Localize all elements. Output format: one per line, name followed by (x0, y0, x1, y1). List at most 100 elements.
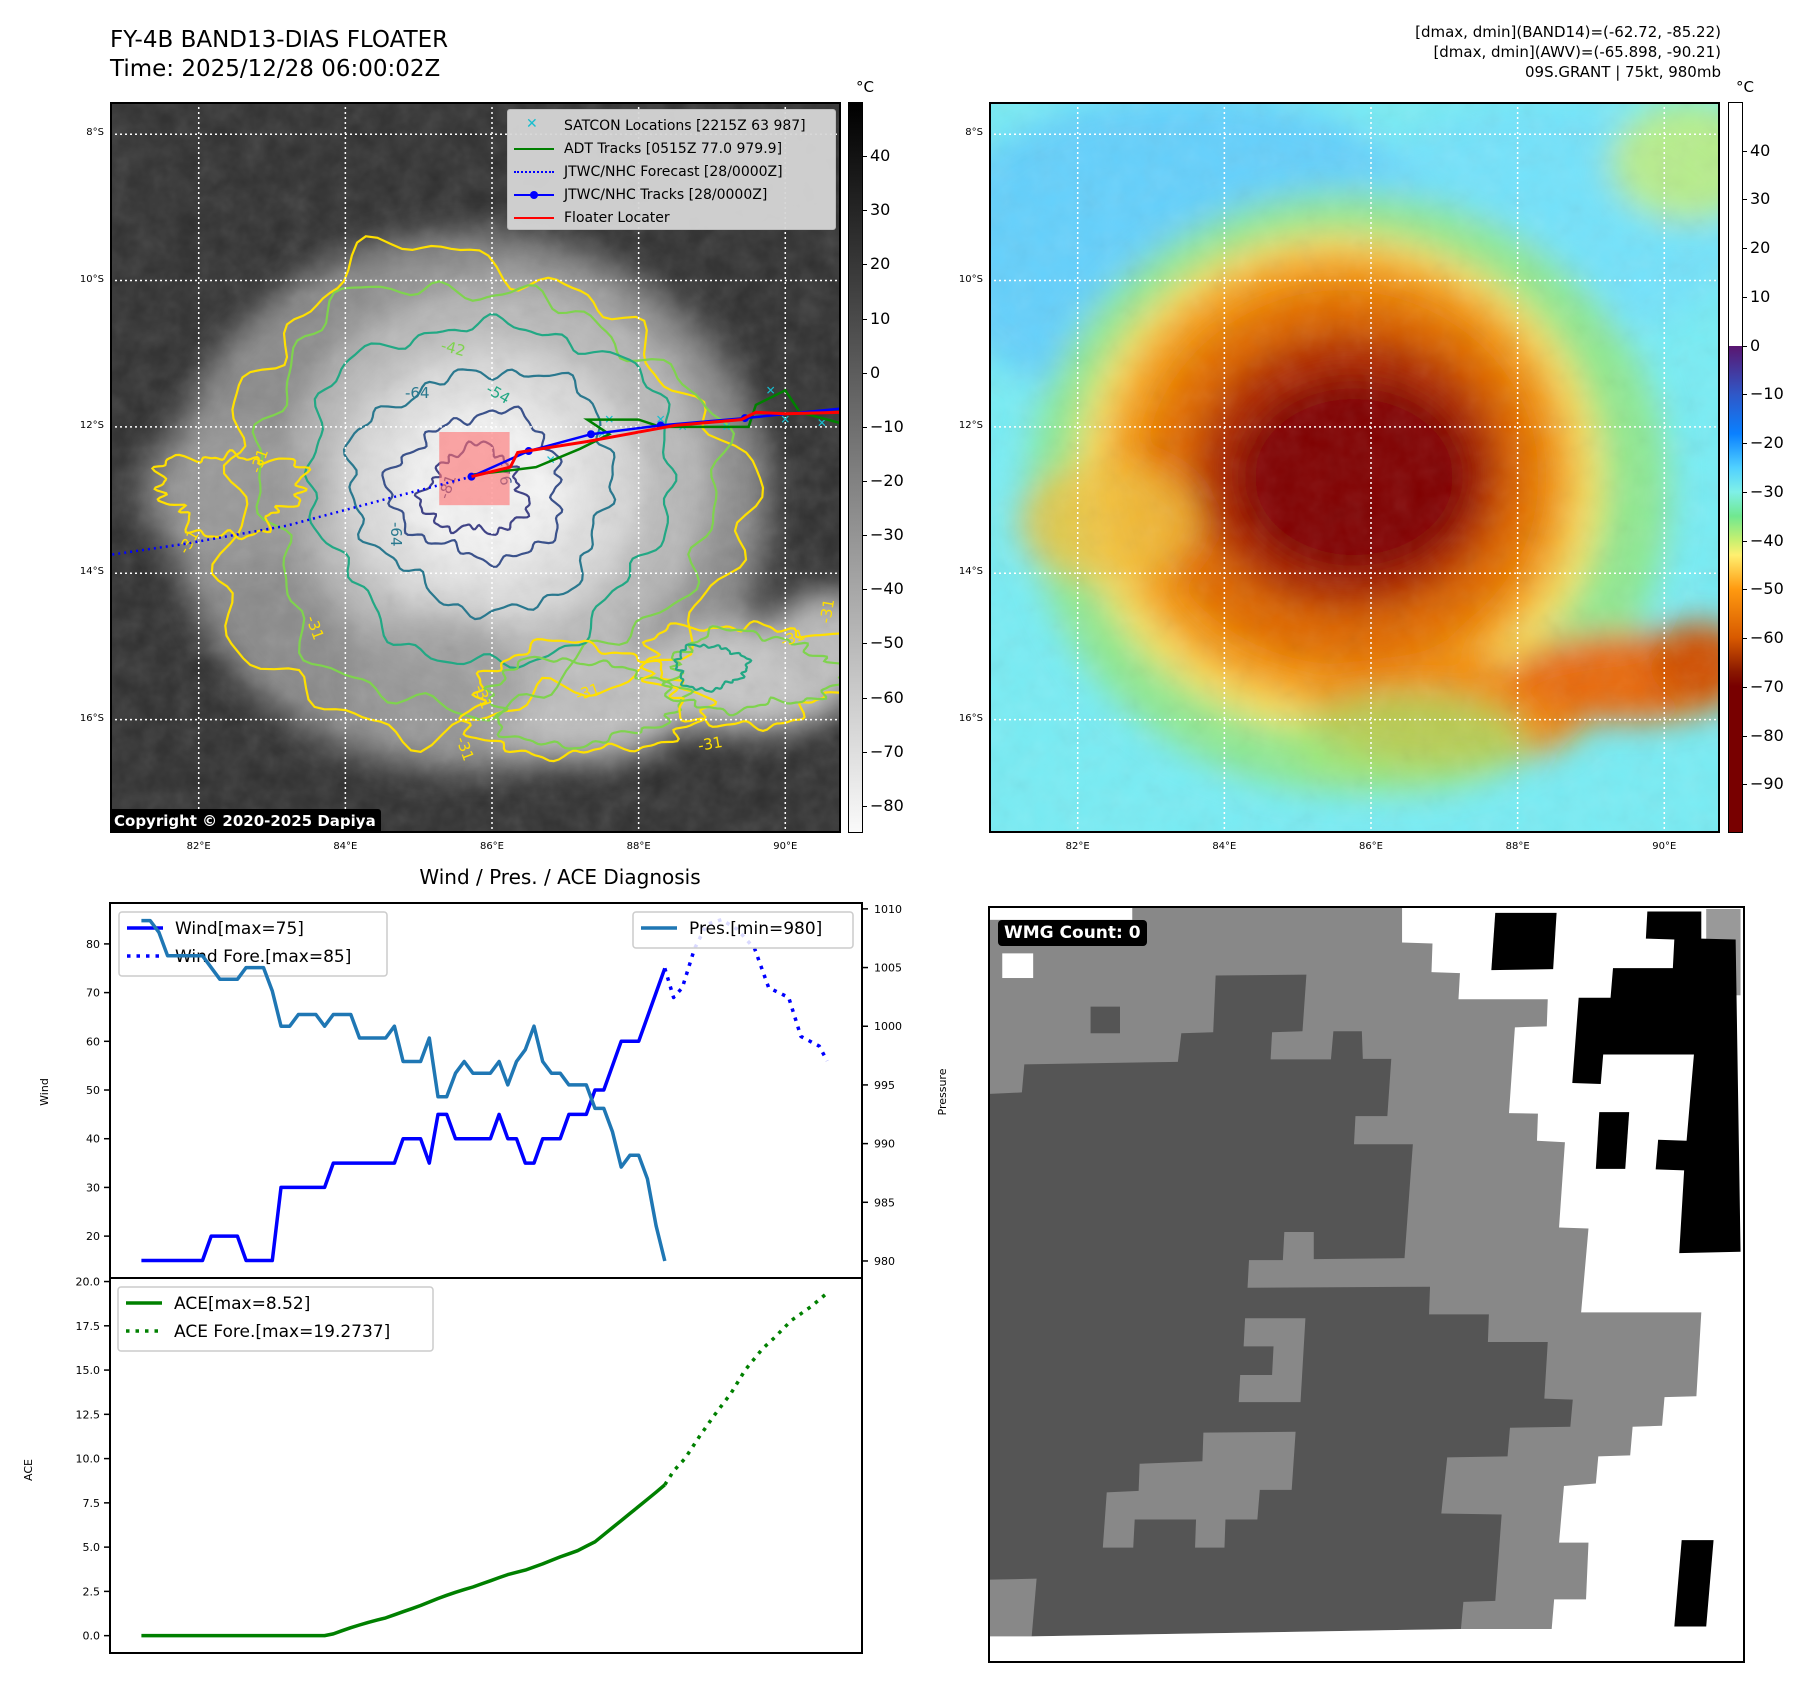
legend-box (117, 1286, 434, 1352)
ir-colorbar-unit: °C (856, 78, 874, 96)
map-legend: ✕ SATCON Locations [2215Z 63 987] ADT Trac… (507, 109, 836, 230)
wmg-white-strip (990, 908, 1133, 920)
lat-tick-label: 10°S (79, 273, 104, 285)
colorbar-tick (1743, 296, 1747, 298)
contour--54 (303, 313, 678, 670)
colorbar-tick-label: −40 (870, 579, 904, 599)
contour--31 (210, 235, 765, 753)
x-marker-icon: ✕ (526, 115, 538, 132)
wmg-gray-notch (1238, 1318, 1306, 1403)
lat-tick-label: 12°S (958, 419, 983, 431)
contour--31 (458, 637, 718, 763)
colorbar-tick-label: −10 (870, 416, 904, 436)
lon-tick-label: 90°E (773, 841, 798, 852)
ace-axes-frame (109, 1277, 863, 1654)
contour--42 (482, 655, 695, 750)
lat-tick-label: 12°S (79, 419, 104, 431)
wmg-black-cell (1491, 912, 1557, 971)
legend-label: Floater Locater (564, 209, 670, 226)
legend-box (632, 911, 854, 949)
colorbar-tick (1743, 345, 1747, 347)
wmg-white-cell (1002, 953, 1034, 979)
pressure-axis-label: Pressure (936, 1068, 949, 1115)
satcon-marker: ✕ (766, 383, 776, 397)
colorbar-tick-label: 30 (870, 200, 891, 220)
title-line-1: FY-4B BAND13-DIAS FLOATER (110, 27, 449, 53)
lon-tick-label: 86°E (479, 841, 504, 852)
colorbar-tick (863, 372, 867, 374)
colorbar-tick-label: 40 (1750, 140, 1771, 160)
y2-tick-label: 985 (874, 1196, 895, 1209)
y-tick-label: 12.5 (76, 1408, 101, 1421)
colorbar-tick-label: −30 (870, 525, 904, 545)
colorbar-tick (1743, 686, 1747, 688)
contour--31 (640, 620, 839, 733)
colorbar-tick-label: −20 (870, 471, 904, 491)
legend-label: Pres.[min=980] (689, 919, 822, 939)
colorbar-tick (863, 481, 867, 483)
wmg-black-area (1572, 911, 1741, 1254)
lat-tick-label: 16°S (958, 712, 983, 724)
y-tick-label: 20.0 (76, 1276, 101, 1289)
contour--42 (251, 280, 736, 722)
lon-tick-label: 88°E (626, 841, 651, 852)
colorbar-tick (1743, 491, 1747, 493)
lat-tick-label: 10°S (958, 273, 983, 285)
colorbar-tick (863, 589, 867, 591)
wmg-field (990, 908, 1743, 1661)
contour--31 (150, 449, 312, 541)
y-tick-label: 50 (86, 1084, 100, 1097)
legend-label: JTWC/NHC Forecast [28/0000Z] (564, 163, 783, 180)
y-tick-label: 80 (86, 938, 100, 951)
band14-range: [dmax, dmin](BAND14)=(-62.72, -85.22) (1415, 23, 1721, 41)
colorbar-tick-label: 10 (870, 308, 891, 328)
y2-tick-label: 990 (874, 1138, 895, 1151)
wmg-count-label: WMG Count: 0 (998, 920, 1147, 946)
colorbar-tick (1743, 248, 1747, 250)
colorbar-tick (1743, 443, 1747, 445)
legend-box (118, 911, 388, 977)
adt-track (473, 388, 839, 476)
y-tick-label: 7.5 (83, 1497, 101, 1510)
jtwc-track-point (586, 430, 595, 439)
ir-colorbar (848, 102, 863, 833)
legend-label: ACE Fore.[max=19.2737] (174, 1322, 390, 1342)
colorbar-tick-label: −40 (1750, 530, 1784, 550)
y2-tick-label: 1010 (874, 903, 902, 916)
y-tick-label: 15.0 (76, 1364, 101, 1377)
lat-tick-label: 14°S (79, 566, 104, 578)
colorbar-tick (863, 210, 867, 212)
satcon-marker: ✕ (656, 413, 666, 427)
colorbar-tick-label: 30 (1750, 189, 1771, 209)
colorbar-tick (1743, 638, 1747, 640)
wmg-dark-cell (1090, 1006, 1120, 1034)
colorbar-tick (1743, 589, 1747, 591)
ace-axis-label: ACE (22, 1459, 35, 1481)
legend-item: JTWC/NHC Tracks [28/0000Z] (514, 183, 829, 206)
wind-line (141, 967, 667, 1263)
legend-item: ✕ SATCON Locations [2215Z 63 987] (514, 114, 829, 137)
colorbar-tick-label: 40 (870, 146, 891, 166)
satcon-marker: ✕ (780, 413, 790, 427)
lon-tick-label: 84°E (333, 841, 358, 852)
lat-tick-label: 14°S (958, 566, 983, 578)
floater-track (471, 410, 839, 479)
contour-label: -31 (816, 597, 838, 624)
wmg-dark-area (990, 974, 1573, 1637)
storm-info: [dmax, dmin](BAND14)=(-62.72, -85.22) [d… (1415, 22, 1721, 82)
colorbar-tick-label: −70 (1750, 676, 1784, 696)
colorbar-tick (863, 805, 867, 807)
line-dot-icon (514, 188, 554, 202)
colorbar-tick (863, 751, 867, 753)
y-tick-label: 30 (86, 1181, 100, 1194)
colorbar-tick-label: −10 (1750, 384, 1784, 404)
colorbar-tick (1743, 735, 1747, 737)
colorbar-tick-label: −80 (1750, 725, 1784, 745)
contour--64 (342, 368, 617, 621)
wmg-black-bar (1674, 1540, 1714, 1627)
diagnosis-chart-title: Wind / Pres. / ACE Diagnosis (419, 865, 701, 889)
lon-tick-label: 88°E (1505, 841, 1530, 852)
title-line-2: Time: 2025/12/28 06:00:02Z (110, 56, 441, 82)
colorbar-tick (863, 643, 867, 645)
colorbar-tick (863, 156, 867, 158)
